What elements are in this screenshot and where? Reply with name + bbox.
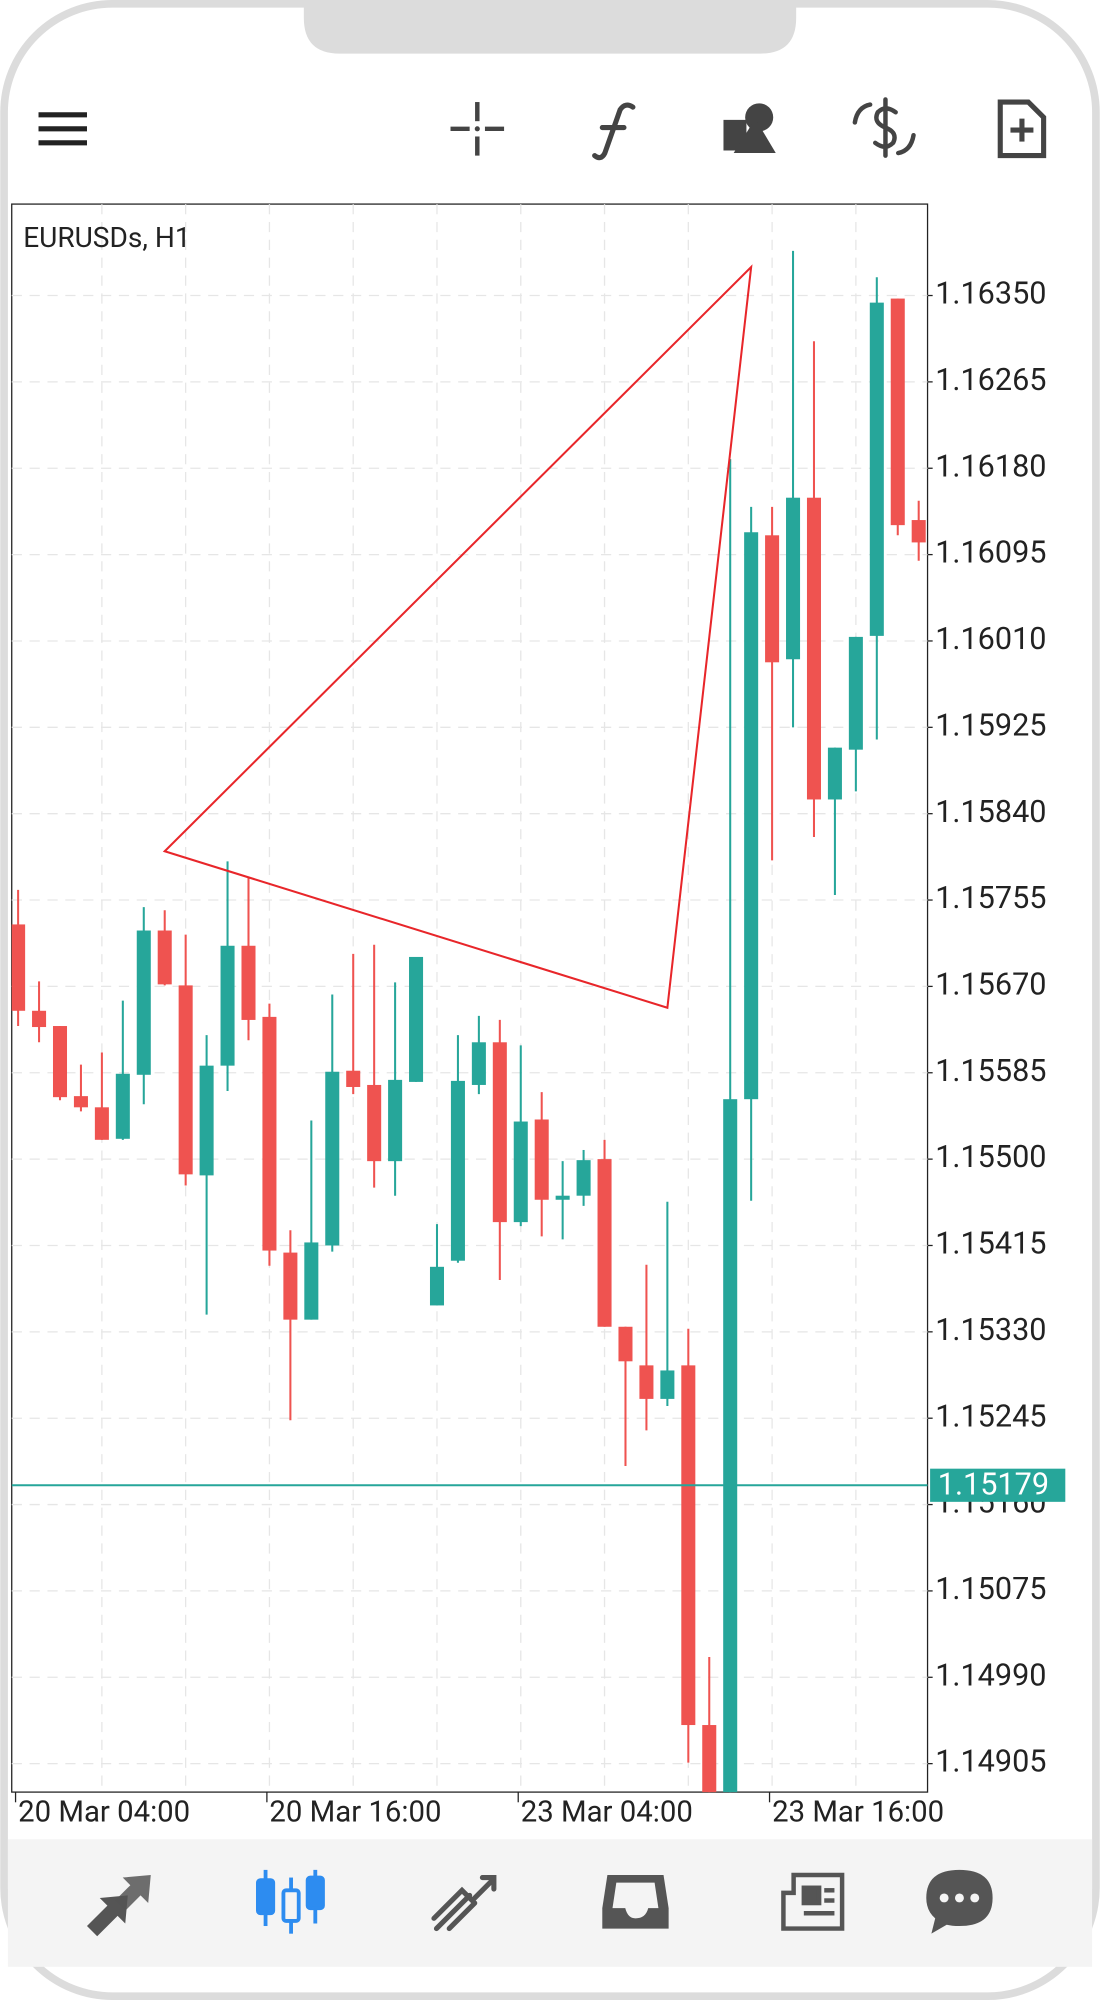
crosshair-button[interactable] <box>450 102 505 156</box>
candle-body <box>409 956 424 1082</box>
y-tick-label: 1.15840 <box>935 795 1046 830</box>
chart: 1.16350 1.16265 1.16180 1.16095 1.16010 1.159… <box>11 203 1066 1830</box>
y-tick-label: 1.16350 <box>935 277 1046 312</box>
x-tick-label: 23 Mar 16:00 <box>772 1796 944 1830</box>
candle-body <box>346 1070 361 1087</box>
candles <box>11 250 926 1793</box>
y-tick-label: 1.15585 <box>935 1054 1046 1089</box>
candle-body <box>869 302 884 636</box>
candle-body <box>513 1121 528 1223</box>
axes: 1.16350 1.16265 1.16180 1.16095 1.16010 1.159… <box>14 277 1066 1830</box>
trade-tab[interactable] <box>431 1874 497 1932</box>
candle-body <box>492 1042 507 1223</box>
notch <box>303 0 797 54</box>
candle-body <box>52 1026 68 1098</box>
candle-body <box>220 945 235 1066</box>
chart-tab[interactable] <box>255 1869 325 1934</box>
candle-body <box>32 1010 47 1028</box>
candle-body <box>597 1159 612 1327</box>
y-tick-label: 1.15075 <box>935 1572 1046 1607</box>
indicators-button[interactable] <box>592 102 636 161</box>
candle-body <box>681 1365 696 1726</box>
candle-body <box>94 1107 109 1140</box>
news-tab[interactable] <box>781 1872 845 1931</box>
y-tick-label: 1.16265 <box>935 363 1046 398</box>
candle-body <box>890 298 905 526</box>
candle-body <box>388 1079 403 1162</box>
candle-body <box>827 747 842 800</box>
candle-body <box>534 1119 549 1200</box>
y-tick-label: 1.14905 <box>935 1745 1046 1780</box>
candle-body <box>911 520 926 543</box>
bottom-nav <box>7 1839 1093 1967</box>
candle-body <box>115 1073 130 1139</box>
chat-tab[interactable] <box>926 1869 993 1934</box>
candle-body <box>618 1326 633 1362</box>
candle-body <box>786 497 801 660</box>
candle-body <box>744 532 759 1100</box>
grid <box>11 204 928 1793</box>
chart-title: EURUSDs, H1 <box>23 221 190 254</box>
candle-body <box>660 1370 675 1399</box>
y-tick-label: 1.16180 <box>935 449 1046 484</box>
candle-body <box>471 1042 486 1085</box>
candle-body <box>723 1099 738 1793</box>
candle-body <box>73 1096 88 1108</box>
candle-body <box>11 924 26 1011</box>
candle-body <box>157 930 172 985</box>
candle-body <box>283 1252 298 1320</box>
y-tick-label: 1.16095 <box>935 536 1046 571</box>
candle-body <box>178 985 193 1175</box>
new-order-button[interactable] <box>997 99 1047 159</box>
candle-body <box>199 1065 214 1176</box>
quotes-tab[interactable] <box>86 1875 151 1937</box>
candle-body <box>555 1195 570 1200</box>
candle-body <box>241 945 256 1020</box>
y-tick-label: 1.15755 <box>935 881 1046 916</box>
y-tick-label: 1.14990 <box>935 1658 1046 1693</box>
candle-body <box>325 1071 340 1246</box>
candle-body <box>136 930 151 1075</box>
current-price-label: 1.15179 <box>938 1468 1049 1503</box>
menu-button[interactable] <box>38 112 87 146</box>
x-tick-label: 23 Mar 04:00 <box>521 1796 693 1830</box>
x-tick-label: 20 Mar 04:00 <box>18 1796 190 1830</box>
y-tick-label: 1.15330 <box>935 1313 1046 1348</box>
candle-body <box>806 497 821 800</box>
x-tick-label: 20 Mar 16:00 <box>269 1796 441 1830</box>
candle-body <box>576 1160 591 1196</box>
y-tick-label: 1.16010 <box>935 622 1046 657</box>
y-tick-label: 1.15670 <box>935 967 1046 1002</box>
candle-body <box>848 636 863 750</box>
history-tab[interactable] <box>602 1875 669 1929</box>
candle-body <box>304 1242 319 1320</box>
candle-body <box>765 535 780 663</box>
candle-body <box>262 1016 277 1251</box>
trade-button[interactable] <box>852 97 916 158</box>
y-tick-label: 1.15415 <box>935 1227 1046 1262</box>
y-tick-label: 1.15500 <box>935 1140 1046 1175</box>
objects-button[interactable] <box>723 103 776 154</box>
y-tick-label: 1.15925 <box>935 708 1046 743</box>
candle-body <box>367 1084 382 1162</box>
current-price-box <box>930 1468 1066 1502</box>
candle-body <box>429 1266 445 1306</box>
triangle-object <box>162 264 753 1010</box>
y-tick-label: 1.15245 <box>935 1399 1046 1434</box>
overlay <box>11 264 928 1487</box>
candle-body <box>702 1725 717 1793</box>
candle-body <box>639 1365 654 1399</box>
candle-body <box>450 1080 465 1261</box>
